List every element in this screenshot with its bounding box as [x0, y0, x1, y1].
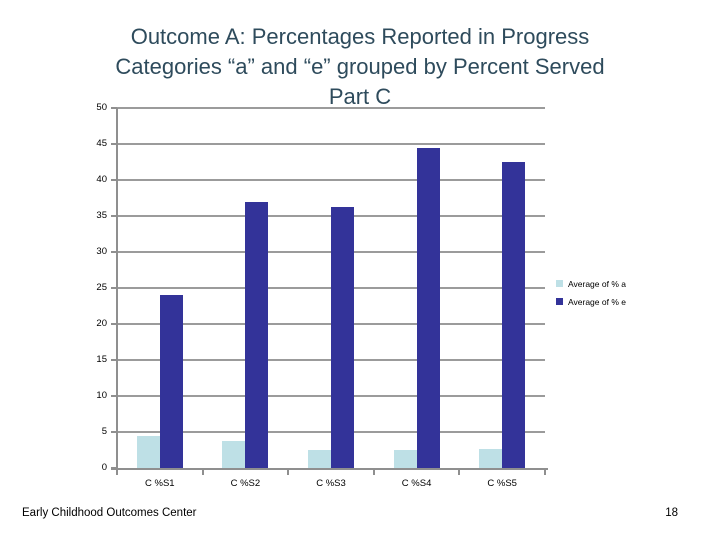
bar-average-of-percent-a: [136, 435, 160, 468]
y-axis-tick-label: 20: [96, 318, 107, 329]
gridline: [117, 143, 545, 145]
y-axis-tick: [111, 251, 117, 253]
y-axis-tick-label: 45: [96, 138, 107, 149]
y-axis-tick-label: 30: [96, 246, 107, 257]
y-axis-tick: [111, 323, 117, 325]
y-axis-tick-label: 25: [96, 282, 107, 293]
y-axis-line: [116, 108, 118, 470]
bar-average-of-percent-e: [331, 207, 354, 468]
footer-text: Early Childhood Outcomes Center: [22, 507, 197, 519]
y-axis-tick-label: 40: [96, 174, 107, 185]
legend-item: Average of % e: [556, 295, 626, 308]
y-axis-tick-label: 5: [101, 426, 107, 437]
y-axis-tick-label: 35: [96, 210, 107, 221]
y-axis-tick: [111, 215, 117, 217]
y-axis-tick: [111, 287, 117, 289]
y-axis-tick: [111, 179, 117, 181]
legend-item: Average of % a: [556, 277, 626, 290]
legend-label: Average of % a: [568, 278, 626, 289]
x-axis-line: [111, 468, 548, 470]
bar-average-of-percent-e: [245, 201, 269, 468]
page-number: 18: [665, 507, 678, 519]
gridline: [117, 179, 545, 181]
gridline: [117, 107, 545, 109]
x-axis-tick: [544, 470, 546, 475]
y-axis-tick-label: 0: [101, 462, 107, 473]
x-axis-tick: [287, 470, 290, 475]
chart-legend: Average of % a Average of % e: [556, 277, 626, 313]
x-axis-category-label: C %S3: [316, 478, 346, 489]
y-axis-tick-label: 50: [96, 102, 107, 113]
bar-average-of-percent-a: [308, 450, 331, 468]
x-axis-category-label: C %S5: [487, 478, 517, 489]
y-axis-tick: [111, 359, 117, 361]
legend-swatch-icon: [556, 298, 563, 305]
y-axis-tick-label: 15: [96, 354, 107, 365]
x-axis-tick: [116, 470, 118, 475]
y-axis-tick: [111, 395, 117, 397]
x-axis-tick: [372, 470, 375, 475]
chart-title: Outcome A: Percentages Reported in Progr…: [115, 24, 605, 109]
bar-average-of-percent-a: [479, 448, 503, 468]
bar-average-of-percent-e: [502, 162, 526, 468]
x-axis-category-label: C %S1: [145, 478, 175, 489]
bar-average-of-percent-e: [159, 295, 183, 468]
x-axis-category-label: C %S4: [401, 478, 432, 489]
x-axis-category-label: C %S2: [230, 478, 261, 489]
y-axis-tick: [111, 143, 117, 145]
bar-average-of-percent-e: [416, 148, 440, 468]
legend-swatch-icon: [556, 280, 563, 287]
x-axis-tick: [458, 470, 461, 475]
y-axis-tick: [111, 107, 117, 109]
bar-average-of-percent-a: [222, 440, 246, 468]
bar-average-of-percent-a: [393, 450, 417, 468]
x-axis-tick: [201, 470, 204, 475]
y-axis-tick-label: 10: [96, 390, 107, 401]
legend-label: Average of % e: [568, 296, 626, 307]
y-axis-tick: [111, 431, 117, 433]
